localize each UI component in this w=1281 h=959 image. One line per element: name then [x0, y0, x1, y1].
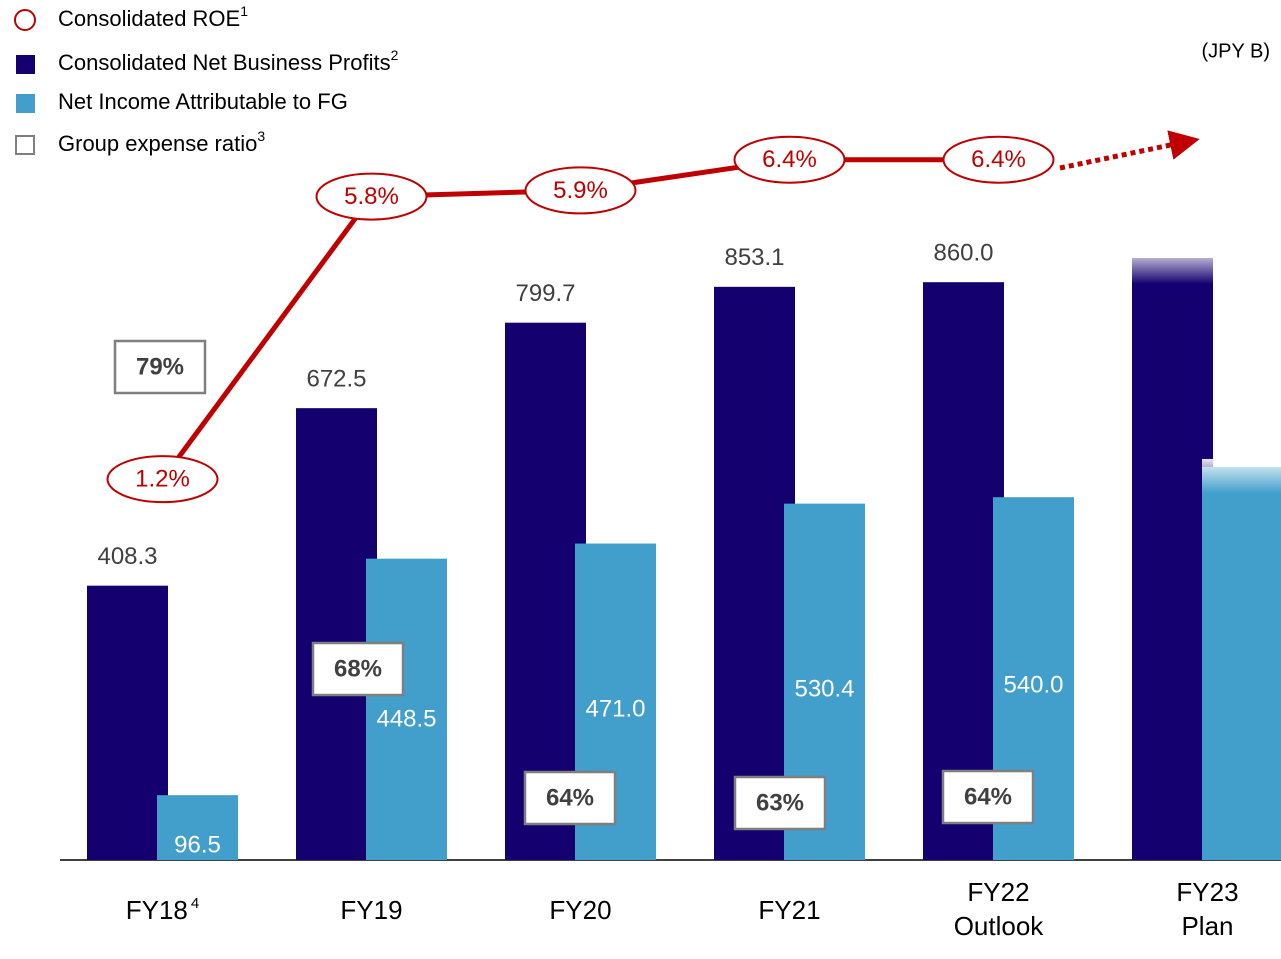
value-label: 530.4: [794, 675, 854, 702]
x-tick-label: FY22 Outlook: [939, 875, 1059, 943]
expense-ratio-box: [733, 775, 827, 831]
bar: [296, 408, 377, 860]
plan-fade: [1132, 250, 1213, 284]
expense-ratio-box: [113, 339, 207, 395]
legend-marker: [14, 9, 36, 31]
roe-label: 6.4%: [971, 146, 1026, 173]
legend-marker: [15, 135, 35, 155]
bar: [1132, 258, 1213, 860]
category-name: FY22 Outlook: [953, 877, 1044, 941]
legend-label: Net Income Attributable to FG: [58, 89, 348, 114]
legend-label: Consolidated Net Business Profits2: [58, 47, 399, 75]
x-tick-label: FY23 Plan: [1148, 875, 1268, 943]
roe-marker: [733, 135, 846, 184]
roe-marker: [106, 455, 219, 504]
bar: [157, 795, 238, 860]
value-label: 540.0: [1003, 671, 1063, 698]
legend-marker: [16, 55, 35, 74]
expense-ratio-box: [941, 769, 1035, 825]
x-tick-label: FY18 4: [103, 893, 223, 927]
expense-ratio-label: 79%: [136, 353, 184, 380]
expense-ratio-label: 63%: [756, 789, 804, 816]
value-label: 672.5: [306, 366, 366, 393]
plan-fade: [1202, 458, 1281, 493]
expense-ratio-label: 68%: [334, 655, 382, 682]
x-tick-label: FY19: [312, 893, 432, 927]
roe-label: 6.4%: [762, 146, 817, 173]
bar: [366, 558, 447, 860]
bar: [1202, 466, 1281, 860]
bar: [87, 585, 168, 860]
category-name: FY18: [125, 895, 188, 925]
x-tick-label: FY21: [730, 893, 850, 927]
bar: [923, 282, 1004, 860]
value-label: 860.0: [933, 240, 993, 267]
x-tick-label: FY20: [521, 893, 641, 927]
category-name: FY23 Plan: [1176, 877, 1239, 941]
unit-label: (JPY B): [1201, 40, 1270, 62]
legend-note: 3: [257, 128, 265, 144]
legend-marker: [16, 94, 35, 113]
value-label: 471.0: [585, 695, 645, 722]
roe-label: 5.9%: [553, 177, 608, 204]
expense-ratio-box: [311, 641, 405, 697]
category-name: FY21: [758, 895, 821, 925]
roe-marker: [315, 172, 428, 221]
expense-ratio-label: 64%: [964, 783, 1012, 810]
footnote-mark: 4: [190, 895, 200, 912]
legend-name: Net Income Attributable to FG: [58, 89, 348, 114]
value-label: 853.1: [724, 244, 784, 271]
legend-note: 1: [240, 3, 248, 19]
roe-marker: [524, 166, 637, 215]
legend-label: Consolidated ROE1: [58, 3, 248, 31]
legend-name: Consolidated ROE: [58, 6, 240, 31]
roe-label: 5.8%: [344, 183, 399, 210]
legend-name: Consolidated Net Business Profits: [58, 50, 391, 75]
legend-note: 2: [391, 47, 399, 63]
value-label: 96.5: [174, 831, 221, 858]
roe-label: 1.2%: [135, 465, 190, 492]
forecast-arrow: [1059, 130, 1200, 171]
value-label: 408.3: [97, 543, 157, 570]
legend-label: Group expense ratio3: [58, 128, 265, 156]
expense-ratio-box: [523, 770, 617, 826]
bar: [714, 286, 795, 860]
roe-marker: [942, 135, 1055, 184]
category-name: FY19: [340, 895, 403, 925]
bar: [505, 322, 586, 861]
expense-ratio-label: 64%: [546, 784, 594, 811]
value-label: 799.7: [515, 280, 575, 307]
category-name: FY20: [549, 895, 612, 925]
value-label: 448.5: [376, 705, 436, 732]
legend-name: Group expense ratio: [58, 131, 257, 156]
